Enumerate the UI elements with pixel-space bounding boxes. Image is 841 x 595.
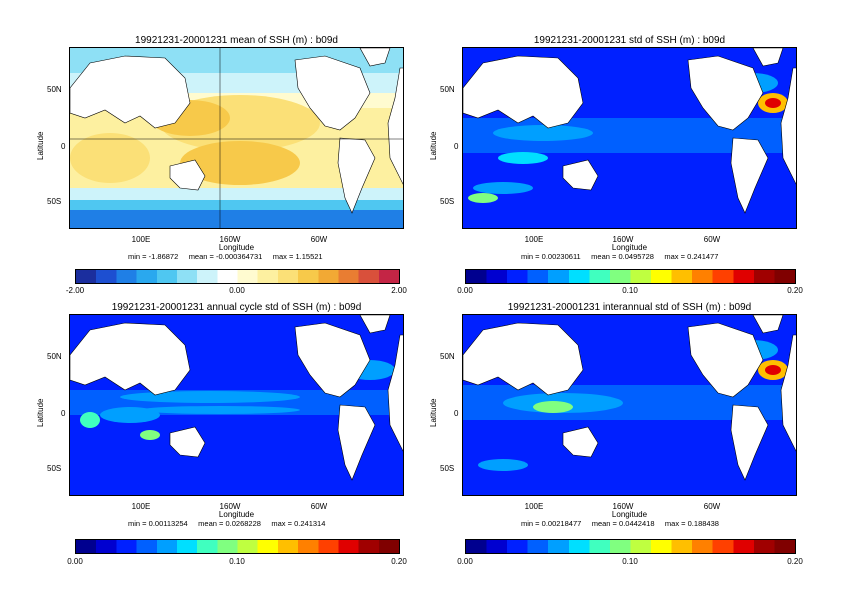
colorbar-min-label: 0.00: [457, 557, 473, 566]
y-axis-title: Latitude: [36, 398, 45, 427]
xtick-100e: 100E: [524, 502, 544, 511]
colorbar-mid-label: 0.00: [229, 286, 245, 295]
colorbar: [465, 539, 796, 554]
panel-interannual-std: 19921231-20001231 interannual std of SSH…: [429, 267, 841, 566]
xtick-160w: 160W: [612, 235, 634, 244]
ytick-50s: 50S: [440, 464, 455, 473]
ytick-0: 0: [61, 142, 66, 151]
xtick-60w: 60W: [310, 235, 328, 244]
panel-annual-cycle-std: 19921231-20001231 annual cycle std of SS…: [36, 267, 469, 566]
panel-title: 19921231-20001231 annual cycle std of SS…: [111, 302, 362, 313]
xtick-160w: 160W: [219, 502, 241, 511]
xtick-60w: 60W: [703, 235, 721, 244]
colorbar: [75, 269, 400, 284]
colorbar-max-label: 0.20: [787, 557, 803, 566]
x-axis-title: Longitude: [218, 243, 255, 252]
map-std: [462, 47, 797, 229]
panel-title: 19921231-20001231 interannual std of SSH…: [507, 302, 752, 313]
colorbar-mid-label: 0.10: [622, 557, 638, 566]
stats-line: min = -1.86872 mean = -0.000364731 max =…: [128, 252, 323, 261]
xtick-160w: 160W: [219, 235, 241, 244]
x-axis-title: Longitude: [611, 510, 648, 519]
panel-title: 19921231-20001231 std of SSH (m) : b09d: [533, 35, 726, 46]
panel-std: 19921231-20001231 std of SSH (m) : b09d …: [429, 0, 841, 295]
colorbar-mid-label: 0.10: [622, 286, 638, 295]
y-axis-title: Latitude: [429, 398, 438, 427]
colorbar-max-label: 0.20: [391, 557, 407, 566]
ytick-50s: 50S: [440, 197, 455, 206]
colorbar-min-label: 0.00: [457, 286, 473, 295]
x-axis-title: Longitude: [611, 243, 648, 252]
stats-line: min = 0.00218477 mean = 0.0442418 max = …: [521, 519, 719, 528]
ytick-50n: 50N: [440, 85, 455, 94]
xtick-60w: 60W: [703, 502, 721, 511]
panel-mean: 19921231-20001231 mean of SSH (m) : b09d: [36, 0, 469, 295]
colorbar: [75, 539, 400, 554]
y-axis-title: Latitude: [429, 131, 438, 160]
x-axis-title: Longitude: [218, 510, 255, 519]
xtick-100e: 100E: [524, 235, 544, 244]
map-field: [463, 315, 796, 495]
stats-line: min = 0.00230611 mean = 0.0495728 max = …: [521, 252, 719, 261]
ytick-0: 0: [454, 142, 459, 151]
map-annual-cycle-std: [69, 314, 404, 496]
ytick-50s: 50S: [47, 464, 62, 473]
xtick-160w: 160W: [612, 502, 634, 511]
colorbar-min-label: 0.00: [67, 557, 83, 566]
xtick-100e: 100E: [131, 235, 151, 244]
ytick-50s: 50S: [47, 197, 62, 206]
ytick-50n: 50N: [47, 352, 62, 361]
ytick-0: 0: [454, 409, 459, 418]
map-field: [70, 48, 403, 228]
xtick-100e: 100E: [131, 502, 151, 511]
stats-line: min = 0.00113254 mean = 0.0268228 max = …: [128, 519, 326, 528]
colorbar-min-label: -2.00: [65, 286, 85, 295]
ytick-0: 0: [61, 409, 66, 418]
map-field: [70, 315, 403, 495]
colorbar-max-label: 2.00: [391, 286, 407, 295]
colorbar-mid-label: 0.10: [229, 557, 245, 566]
map-interannual-std: [462, 314, 797, 496]
ytick-50n: 50N: [47, 85, 62, 94]
panel-title: 19921231-20001231 mean of SSH (m) : b09d: [135, 35, 338, 46]
y-axis-title: Latitude: [36, 131, 45, 160]
ytick-50n: 50N: [440, 352, 455, 361]
colorbar-max-label: 0.20: [787, 286, 803, 295]
xtick-60w: 60W: [310, 502, 328, 511]
map-field: [463, 48, 796, 228]
map-mean: [69, 47, 404, 229]
colorbar: [465, 269, 796, 284]
